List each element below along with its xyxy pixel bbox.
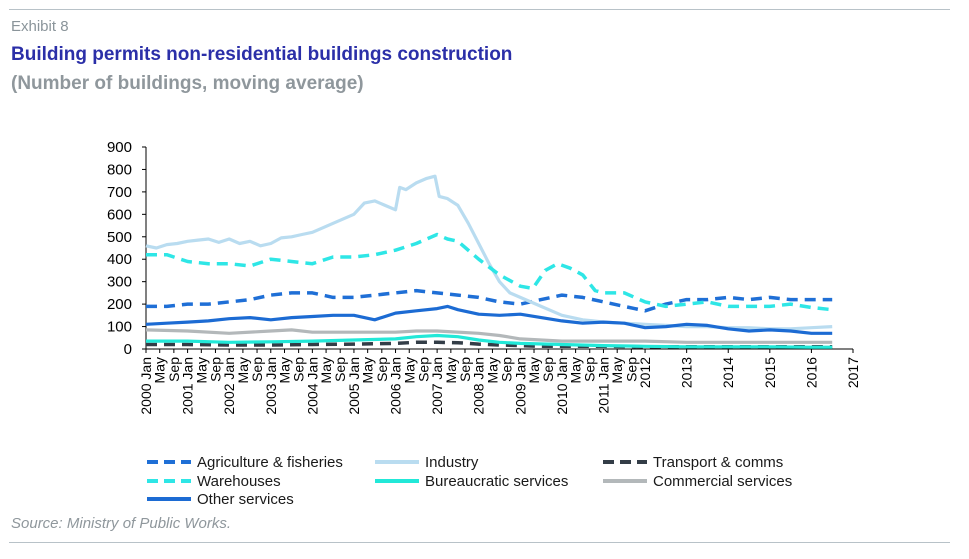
y-tick-label: 600: [107, 206, 132, 223]
x-tick-label: 2002 Jan: [221, 357, 237, 415]
series-line-commercial: [145, 328, 833, 344]
x-tick-label: 2005 Jan: [346, 357, 362, 415]
x-tick-label: 2006 Jan: [388, 357, 404, 415]
legend-label-bureaucratic: Bureaucratic services: [425, 473, 569, 490]
exhibit-label: Exhibit 8: [11, 18, 69, 35]
series-line-agri: [146, 288, 833, 313]
bottom-rule: [9, 542, 950, 543]
y-tick-label: 800: [107, 161, 132, 178]
x-tick-label: May: [318, 357, 334, 383]
x-tick-label: Sep: [415, 357, 431, 382]
x-tick-label: Sep: [332, 357, 348, 382]
series-line-other: [145, 304, 833, 335]
legend-label-commercial: Commercial services: [653, 473, 793, 490]
x-tick-label: 2017: [845, 357, 861, 388]
chart-title: Building permits non-residential buildin…: [11, 44, 513, 65]
x-tick-label: 2003 Jan: [263, 357, 279, 415]
x-tick-label: Sep: [457, 357, 473, 382]
x-tick-label: 2012: [637, 357, 653, 388]
legend-label-transport: Transport & comms: [653, 454, 784, 471]
x-tick-label: Sep: [207, 357, 223, 382]
x-tick-label: 2016: [803, 357, 819, 388]
x-tick-label: Sep: [582, 357, 598, 382]
x-tick-label: 2008 Jan: [471, 357, 487, 415]
y-tick-label: 100: [107, 319, 132, 336]
x-tick-label: Sep: [623, 357, 639, 382]
source-note: Source: Ministry of Public Works.: [11, 515, 232, 532]
x-tick-label: Sep: [499, 357, 515, 382]
x-tick-label: 2010 Jan: [554, 357, 570, 415]
legend-label-industry: Industry: [425, 454, 479, 471]
x-tick-label: May: [276, 357, 292, 383]
x-tick-label: May: [401, 357, 417, 383]
series-line-warehouses: [146, 232, 833, 312]
legend-label-agri: Agriculture & fisheries: [197, 454, 343, 471]
legend-label-other: Other services: [197, 491, 294, 508]
x-tick-label: Sep: [291, 357, 307, 382]
top-rule: [9, 9, 950, 10]
x-tick-label: 2011 Jan: [595, 357, 611, 414]
x-tick-label: 2013: [679, 357, 695, 388]
y-tick-label: 400: [107, 251, 132, 268]
x-tick-label: May: [526, 357, 542, 383]
x-tick-label: 2001 Jan: [180, 357, 196, 415]
y-tick-label: 700: [107, 184, 132, 201]
x-tick-label: May: [484, 357, 500, 383]
chart-subtitle: (Number of buildings, moving average): [11, 73, 364, 94]
x-tick-label: Sep: [374, 357, 390, 382]
y-axis: 0 100 200 300 400 500 600 700 800 900: [107, 139, 147, 358]
x-tick-label: Sep: [249, 357, 265, 382]
x-tick-label: 2007 Jan: [429, 357, 445, 415]
x-tick-label: May: [152, 357, 168, 383]
x-tick-label: May: [609, 357, 625, 383]
x-tick-label: 2009 Jan: [512, 357, 528, 415]
x-tick-label: Sep: [166, 357, 182, 382]
x-tick-label: May: [568, 357, 584, 383]
x-tick-label: 2014: [720, 357, 736, 388]
y-tick-label: 900: [107, 139, 132, 156]
series-line-industry: [145, 174, 833, 331]
x-tick-label: 2000 Jan: [138, 357, 154, 415]
series-lines: [145, 174, 833, 349]
series-line-bureaucratic: [146, 333, 833, 349]
x-tick-label: May: [443, 357, 459, 383]
y-tick-label: 0: [124, 341, 132, 358]
y-tick-label: 200: [107, 296, 132, 313]
x-tick-label: Sep: [540, 357, 556, 382]
y-tick-label: 500: [107, 229, 132, 246]
legend-label-warehouses: Warehouses: [197, 473, 281, 490]
x-tick-label: 2004 Jan: [304, 357, 320, 415]
x-tick-label: May: [360, 357, 376, 383]
x-tick-label: 2015: [762, 357, 778, 388]
x-tick-label: May: [235, 357, 251, 383]
x-tick-label: May: [193, 357, 209, 383]
y-tick-label: 300: [107, 274, 132, 291]
